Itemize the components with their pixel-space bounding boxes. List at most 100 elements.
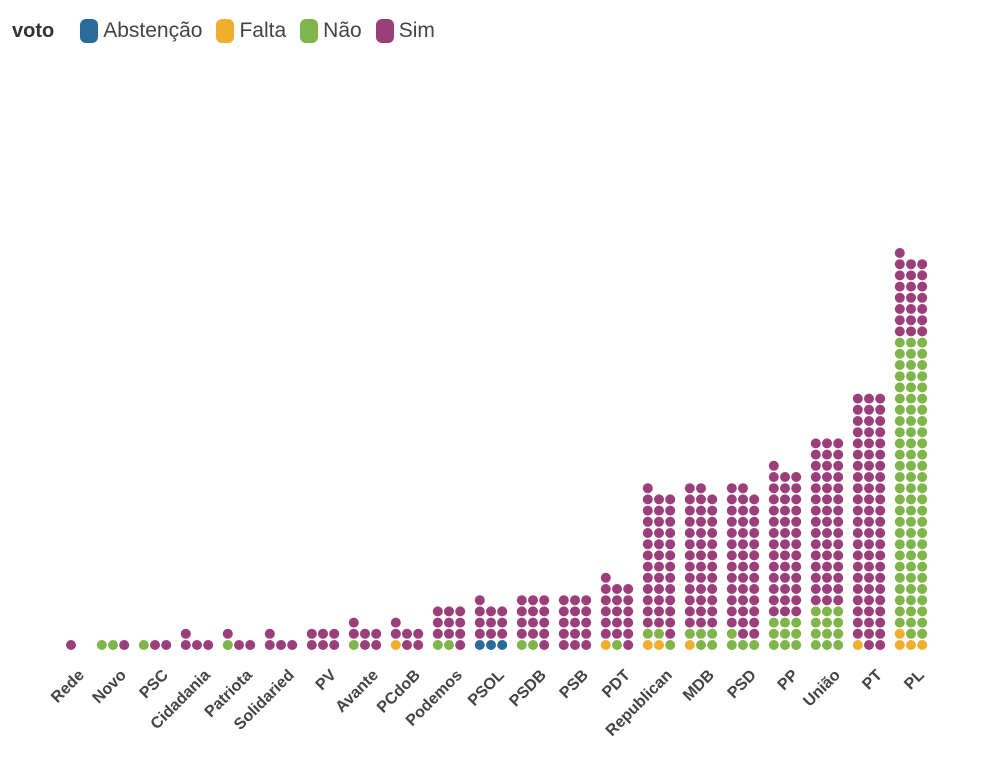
vote-dot[interactable] — [791, 528, 802, 538]
vote-dot[interactable] — [665, 572, 676, 583]
vote-dot[interactable] — [222, 640, 233, 650]
vote-dot[interactable] — [894, 606, 905, 617]
vote-dot[interactable] — [780, 617, 790, 628]
vote-dot[interactable] — [864, 393, 874, 404]
vote-dot[interactable] — [738, 494, 748, 505]
vote-dot[interactable] — [822, 617, 832, 628]
vote-dot[interactable] — [707, 584, 718, 594]
vote-dot[interactable] — [516, 617, 527, 628]
vote-dot[interactable] — [539, 617, 550, 628]
vote-dot[interactable] — [665, 561, 676, 572]
vote-dot[interactable] — [539, 640, 550, 650]
vote-dot[interactable] — [810, 460, 821, 471]
vote-dot[interactable] — [108, 640, 118, 650]
vote-dot[interactable] — [822, 460, 832, 471]
vote-dot[interactable] — [768, 640, 779, 650]
vote-dot[interactable] — [894, 270, 905, 281]
vote-dot[interactable] — [852, 416, 863, 426]
vote-dot[interactable] — [612, 628, 622, 639]
vote-dot[interactable] — [917, 606, 928, 617]
vote-dot[interactable] — [726, 584, 737, 594]
vote-dot[interactable] — [444, 606, 454, 617]
vote-dot[interactable] — [833, 561, 844, 572]
vote-dot[interactable] — [749, 528, 760, 538]
vote-dot[interactable] — [833, 505, 844, 516]
vote-dot[interactable] — [665, 584, 676, 594]
vote-dot[interactable] — [738, 628, 748, 639]
vote-dot[interactable] — [654, 595, 664, 606]
vote-dot[interactable] — [822, 494, 832, 505]
vote-dot[interactable] — [833, 640, 844, 650]
vote-dot[interactable] — [852, 404, 863, 415]
vote-dot[interactable] — [654, 539, 664, 550]
vote-dot[interactable] — [413, 628, 424, 639]
vote-dot[interactable] — [906, 393, 916, 404]
vote-dot[interactable] — [570, 606, 580, 617]
vote-dot[interactable] — [906, 561, 916, 572]
vote-dot[interactable] — [791, 561, 802, 572]
vote-dot[interactable] — [707, 628, 718, 639]
vote-dot[interactable] — [894, 281, 905, 292]
vote-dot[interactable] — [852, 584, 863, 594]
vote-dot[interactable] — [665, 606, 676, 617]
vote-dot[interactable] — [894, 348, 905, 359]
vote-dot[interactable] — [875, 617, 886, 628]
vote-dot[interactable] — [749, 584, 760, 594]
vote-dot[interactable] — [738, 584, 748, 594]
vote-dot[interactable] — [864, 550, 874, 561]
vote-dot[interactable] — [864, 516, 874, 527]
vote-dot[interactable] — [234, 640, 244, 650]
vote-dot[interactable] — [444, 617, 454, 628]
vote-dot[interactable] — [917, 382, 928, 393]
vote-dot[interactable] — [894, 292, 905, 303]
vote-dot[interactable] — [894, 248, 905, 258]
vote-dot[interactable] — [833, 595, 844, 606]
vote-dot[interactable] — [791, 572, 802, 583]
vote-dot[interactable] — [780, 516, 790, 527]
vote-dot[interactable] — [894, 505, 905, 516]
vote-dot[interactable] — [780, 640, 790, 650]
vote-dot[interactable] — [402, 628, 412, 639]
vote-dot[interactable] — [642, 483, 653, 494]
vote-dot[interactable] — [486, 640, 496, 650]
vote-dot[interactable] — [791, 606, 802, 617]
vote-dot[interactable] — [581, 595, 592, 606]
vote-dot[interactable] — [780, 550, 790, 561]
vote-dot[interactable] — [528, 617, 538, 628]
vote-dot[interactable] — [864, 617, 874, 628]
vote-dot[interactable] — [864, 427, 874, 438]
vote-dot[interactable] — [329, 628, 340, 639]
vote-dot[interactable] — [810, 449, 821, 460]
vote-dot[interactable] — [791, 516, 802, 527]
vote-dot[interactable] — [875, 640, 886, 650]
vote-dot[interactable] — [738, 539, 748, 550]
vote-dot[interactable] — [684, 606, 695, 617]
vote-dot[interactable] — [623, 628, 634, 639]
vote-dot[interactable] — [654, 617, 664, 628]
vote-dot[interactable] — [894, 528, 905, 538]
vote-dot[interactable] — [581, 640, 592, 650]
vote-dot[interactable] — [917, 460, 928, 471]
vote-dot[interactable] — [497, 628, 508, 639]
vote-dot[interactable] — [432, 617, 443, 628]
vote-dot[interactable] — [780, 539, 790, 550]
vote-dot[interactable] — [917, 539, 928, 550]
vote-dot[interactable] — [684, 494, 695, 505]
vote-dot[interactable] — [917, 438, 928, 449]
vote-dot[interactable] — [528, 640, 538, 650]
vote-dot[interactable] — [612, 595, 622, 606]
vote-dot[interactable] — [894, 337, 905, 348]
vote-dot[interactable] — [684, 539, 695, 550]
vote-dot[interactable] — [894, 572, 905, 583]
vote-dot[interactable] — [822, 449, 832, 460]
vote-dot[interactable] — [894, 449, 905, 460]
vote-dot[interactable] — [822, 516, 832, 527]
vote-dot[interactable] — [738, 595, 748, 606]
vote-dot[interactable] — [749, 516, 760, 527]
vote-dot[interactable] — [612, 640, 622, 650]
vote-dot[interactable] — [623, 606, 634, 617]
vote-dot[interactable] — [696, 483, 706, 494]
vote-dot[interactable] — [654, 606, 664, 617]
vote-dot[interactable] — [696, 528, 706, 538]
vote-dot[interactable] — [486, 606, 496, 617]
